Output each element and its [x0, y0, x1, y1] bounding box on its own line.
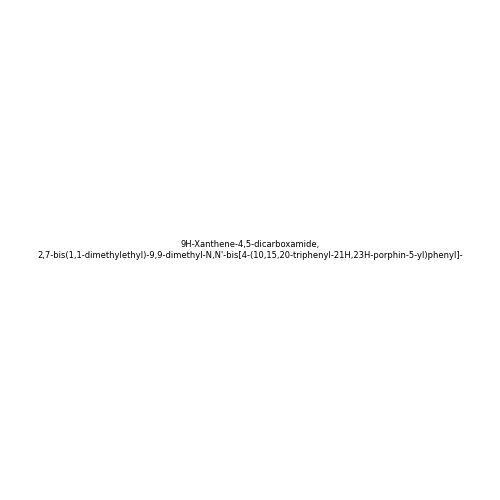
Text: 9H-Xanthene-4,5-dicarboxamide, 2,7-bis(1,1-dimethylethyl)-9,9-dimethyl-N,N'-bis[: 9H-Xanthene-4,5-dicarboxamide, 2,7-bis(1… [37, 240, 463, 260]
